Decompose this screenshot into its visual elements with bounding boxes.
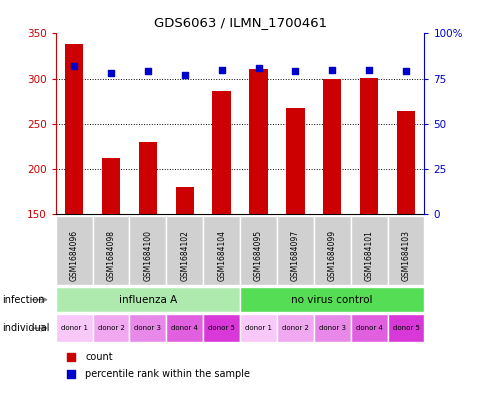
Bar (322, 79, 341, 214)
Point (107, 70, 115, 76)
Text: no virus control: no virus control (291, 295, 372, 305)
Text: donor 5: donor 5 (208, 325, 235, 331)
Point (181, 72, 188, 78)
Bar (240, 287, 424, 312)
Text: GSM1684104: GSM1684104 (217, 230, 226, 281)
Bar (350, 314, 387, 342)
Text: donor 4: donor 4 (171, 325, 198, 331)
Bar (65, 44, 83, 214)
Bar (166, 216, 203, 285)
Text: influenza A: influenza A (119, 295, 177, 305)
Text: donor 3: donor 3 (318, 325, 345, 331)
Bar (313, 216, 350, 285)
Text: donor 4: donor 4 (355, 325, 382, 331)
Text: GSM1684098: GSM1684098 (106, 230, 115, 281)
Point (144, 68, 151, 75)
Bar (350, 216, 387, 285)
Point (364, 66, 372, 73)
Text: donor 2: donor 2 (97, 325, 124, 331)
Bar (92, 216, 129, 285)
Point (70, 63, 78, 69)
Point (217, 66, 225, 73)
Bar (56, 287, 240, 312)
Text: individual: individual (2, 323, 50, 333)
Bar (249, 69, 267, 214)
Text: GSM1684096: GSM1684096 (70, 230, 78, 281)
Bar (396, 111, 414, 214)
Text: percentile rank within the sample: percentile rank within the sample (85, 369, 250, 379)
Text: GSM1684103: GSM1684103 (401, 230, 409, 281)
Bar (56, 314, 92, 342)
Bar (175, 187, 194, 214)
Bar (129, 314, 166, 342)
Text: GSM1684102: GSM1684102 (180, 231, 189, 281)
Bar (286, 108, 304, 214)
Text: GSM1684097: GSM1684097 (290, 230, 299, 281)
Text: donor 5: donor 5 (392, 325, 419, 331)
Point (328, 66, 335, 73)
Bar (276, 216, 313, 285)
Text: GSM1684101: GSM1684101 (364, 231, 373, 281)
Bar (56, 216, 92, 285)
Bar (203, 314, 240, 342)
Point (254, 64, 262, 71)
Point (291, 68, 299, 75)
Point (66, 354, 74, 360)
Text: GSM1684095: GSM1684095 (254, 230, 262, 281)
Text: donor 3: donor 3 (134, 325, 161, 331)
Bar (240, 216, 276, 285)
Bar (212, 91, 230, 214)
Bar (92, 314, 129, 342)
Point (401, 68, 409, 75)
Bar (240, 314, 276, 342)
Text: GSM1684100: GSM1684100 (143, 230, 152, 281)
Text: count: count (85, 352, 113, 362)
Text: GSM1684099: GSM1684099 (327, 230, 336, 281)
Text: donor 1: donor 1 (244, 325, 272, 331)
Bar (313, 314, 350, 342)
Title: GDS6063 / ILMN_1700461: GDS6063 / ILMN_1700461 (153, 17, 326, 29)
Bar (359, 78, 378, 214)
Text: infection: infection (2, 295, 45, 305)
Text: donor 1: donor 1 (60, 325, 88, 331)
Bar (203, 216, 240, 285)
Bar (276, 314, 313, 342)
Bar (129, 216, 166, 285)
Bar (138, 142, 157, 214)
Bar (166, 314, 203, 342)
Bar (102, 158, 120, 214)
Bar (387, 216, 424, 285)
Text: donor 2: donor 2 (281, 325, 308, 331)
Point (66, 371, 74, 377)
Bar (387, 314, 424, 342)
